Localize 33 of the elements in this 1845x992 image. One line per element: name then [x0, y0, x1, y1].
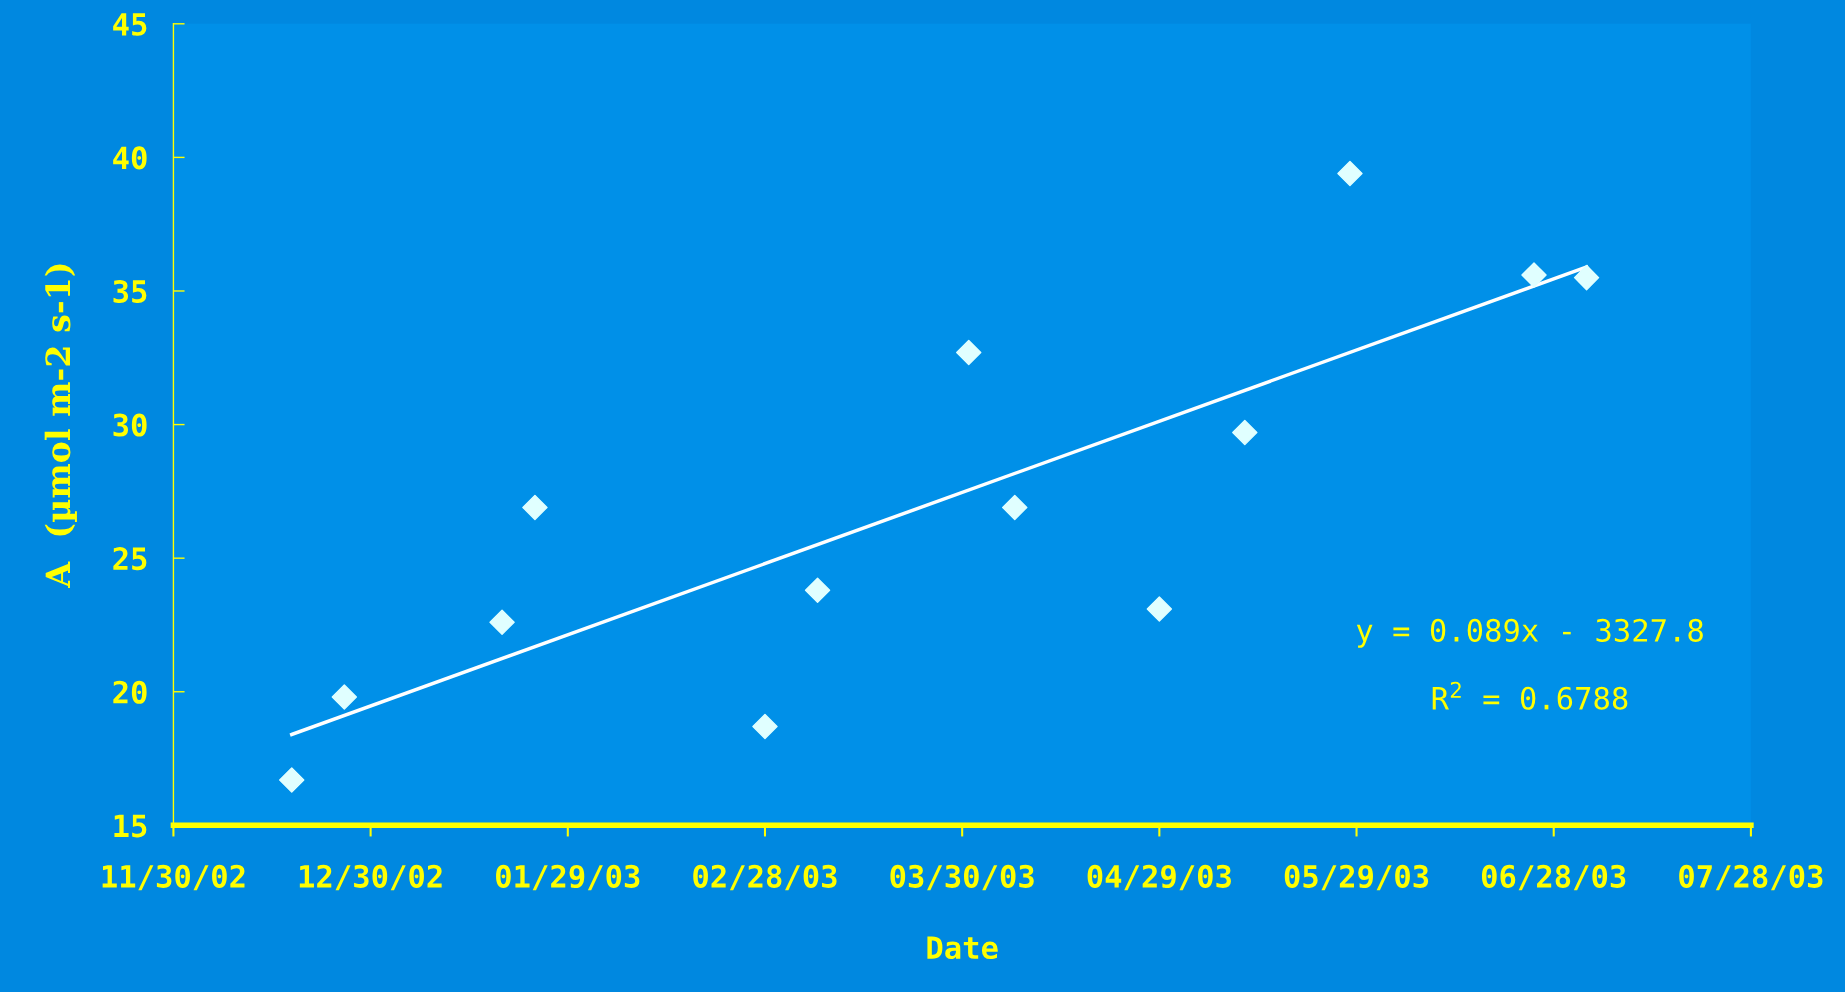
y-tick-label: 45 [113, 13, 147, 36]
point [279, 767, 305, 793]
point [1521, 262, 1547, 288]
x-tick-label: 06/28/03 [1481, 864, 1626, 891]
x-tick-label: 02/28/03 [693, 864, 837, 891]
x-axis-title: Date [927, 936, 998, 960]
x-tick-label: 01/29/03 [496, 864, 640, 891]
annotation: R$^{2}$ = 0.6788 [1432, 681, 1628, 710]
point [956, 339, 982, 366]
x-tick-label: 07/28/03 [1679, 864, 1823, 891]
point [489, 609, 515, 636]
y-tick-label: 20 [113, 680, 147, 704]
point [1146, 596, 1173, 622]
point [331, 684, 358, 710]
point [804, 577, 831, 603]
y-axis-title: A (µmol m-2 s-1) [44, 264, 77, 589]
x-tick-label: 11/30/02 [102, 864, 245, 891]
y-tick-label: 25 [113, 547, 147, 571]
annotation: y = 0.089x - 3327.8 [1356, 618, 1703, 648]
x-tick-label: 04/29/03 [1087, 864, 1231, 891]
y-tick-label: 40 [113, 146, 147, 170]
x-tick-label: 12/30/02 [299, 864, 442, 891]
point [1232, 419, 1258, 446]
point [1002, 494, 1028, 521]
y-tick-label: 30 [113, 413, 147, 437]
y-tick-label: 35 [113, 279, 147, 304]
x-tick-label: 03/30/03 [890, 864, 1034, 891]
point [752, 713, 778, 740]
x-tick-label: 05/29/03 [1284, 864, 1429, 891]
point [522, 494, 548, 521]
point [1573, 264, 1600, 291]
point [1337, 160, 1363, 187]
y-tick-label: 15 [114, 814, 147, 838]
